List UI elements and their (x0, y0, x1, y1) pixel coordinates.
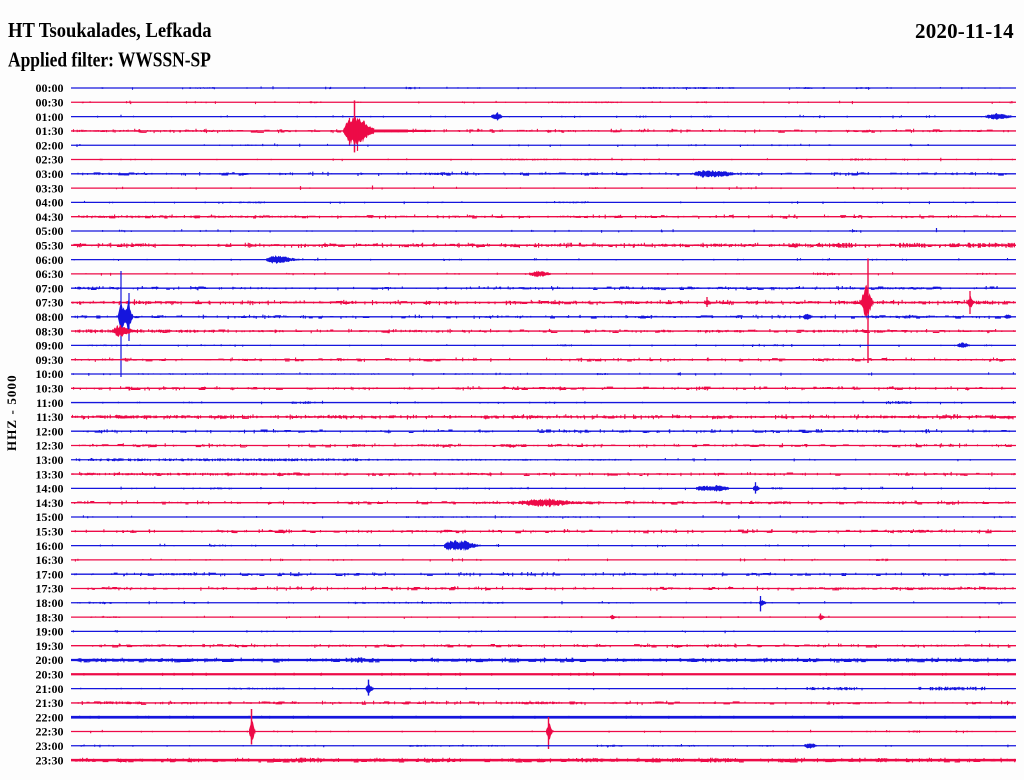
svg-text:2020-11-14: 2020-11-14 (915, 19, 1014, 43)
svg-text:07:30: 07:30 (36, 296, 64, 310)
svg-text:19:30: 19:30 (36, 639, 64, 653)
svg-text:21:00: 21:00 (36, 682, 64, 696)
svg-text:06:30: 06:30 (36, 267, 64, 281)
svg-text:02:00: 02:00 (36, 138, 64, 152)
svg-text:11:00: 11:00 (36, 396, 63, 410)
svg-text:03:00: 03:00 (36, 167, 64, 181)
svg-text:18:00: 18:00 (36, 596, 64, 610)
svg-text:01:30: 01:30 (36, 124, 64, 138)
svg-text:20:00: 20:00 (36, 653, 64, 667)
svg-text:06:00: 06:00 (36, 253, 64, 267)
svg-text:10:00: 10:00 (36, 367, 64, 381)
svg-text:20:30: 20:30 (36, 668, 64, 682)
svg-text:19:00: 19:00 (36, 625, 64, 639)
svg-text:17:00: 17:00 (36, 567, 64, 581)
svg-text:HT Tsoukalades, Lefkada: HT Tsoukalades, Lefkada (8, 19, 212, 42)
svg-text:14:00: 14:00 (36, 482, 64, 496)
svg-text:18:30: 18:30 (36, 610, 64, 624)
svg-text:02:30: 02:30 (36, 153, 64, 167)
svg-text:04:00: 04:00 (36, 196, 64, 210)
svg-text:03:30: 03:30 (36, 181, 64, 195)
svg-text:07:00: 07:00 (36, 281, 64, 295)
svg-text:22:30: 22:30 (36, 725, 64, 739)
svg-text:09:00: 09:00 (36, 339, 64, 353)
svg-text:12:30: 12:30 (36, 439, 64, 453)
svg-text:Applied filter: WWSSN-SP: Applied filter: WWSSN-SP (8, 49, 211, 72)
svg-text:12:00: 12:00 (36, 424, 64, 438)
svg-text:22:00: 22:00 (36, 710, 64, 724)
svg-text:14:30: 14:30 (36, 496, 64, 510)
svg-text:16:00: 16:00 (36, 539, 64, 553)
svg-text:16:30: 16:30 (36, 553, 64, 567)
svg-text:13:30: 13:30 (36, 467, 64, 481)
svg-text:05:30: 05:30 (36, 239, 64, 253)
svg-text:21:30: 21:30 (36, 696, 64, 710)
svg-text:08:30: 08:30 (36, 324, 64, 338)
svg-text:11:30: 11:30 (36, 410, 63, 424)
svg-text:05:00: 05:00 (36, 224, 64, 238)
svg-text:23:00: 23:00 (36, 739, 64, 753)
svg-text:13:00: 13:00 (36, 453, 64, 467)
svg-text:17:30: 17:30 (36, 582, 64, 596)
svg-text:10:30: 10:30 (36, 382, 64, 396)
svg-text:15:30: 15:30 (36, 525, 64, 539)
svg-text:00:30: 00:30 (36, 96, 64, 110)
svg-text:23:30: 23:30 (36, 753, 64, 767)
svg-text:04:30: 04:30 (36, 210, 64, 224)
svg-text:HHZ - 5000: HHZ - 5000 (4, 374, 19, 451)
svg-text:08:00: 08:00 (36, 310, 64, 324)
svg-text:00:00: 00:00 (36, 81, 64, 95)
svg-text:01:00: 01:00 (36, 110, 64, 124)
svg-text:09:30: 09:30 (36, 353, 64, 367)
svg-text:15:00: 15:00 (36, 510, 64, 524)
